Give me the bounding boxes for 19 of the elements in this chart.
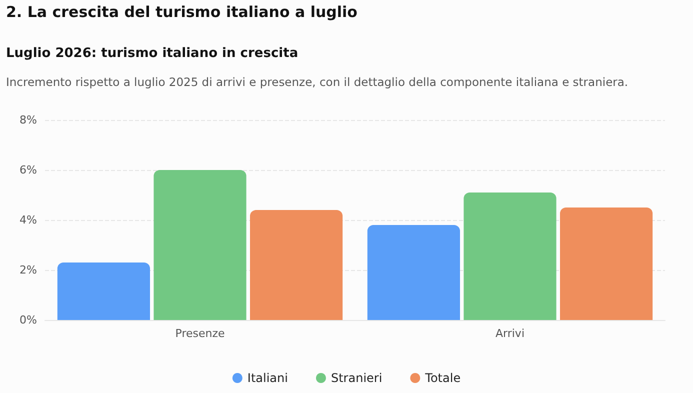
y-tick-label: 2% [20,264,37,276]
x-tick-label: Arrivi [496,327,524,340]
legend-label: Italiani [247,371,288,385]
legend-label: Totale [424,371,461,385]
bar [560,208,653,320]
y-tick-label: 8% [20,114,37,126]
y-tick-label: 6% [20,164,37,176]
bar [464,192,556,320]
text: Incremento rispetto a luglio 2025 di arrivi e presenze, con il dettaglio della componente italiana e straniera. [6,75,628,89]
bar [250,210,343,320]
bar [57,262,150,320]
chart-subtitle: Luglio 2026: turismo italiano in crescita [6,46,298,61]
y-tick-label: 4% [20,214,37,226]
x-tick-label: Presenze [175,327,225,340]
bar [154,170,246,320]
chart-title: 2. La crescita del turismo italiano a luglio [6,3,358,21]
bar [367,225,460,320]
y-tick-label: 0% [20,314,37,326]
legend-label: Stranieri [330,371,382,385]
